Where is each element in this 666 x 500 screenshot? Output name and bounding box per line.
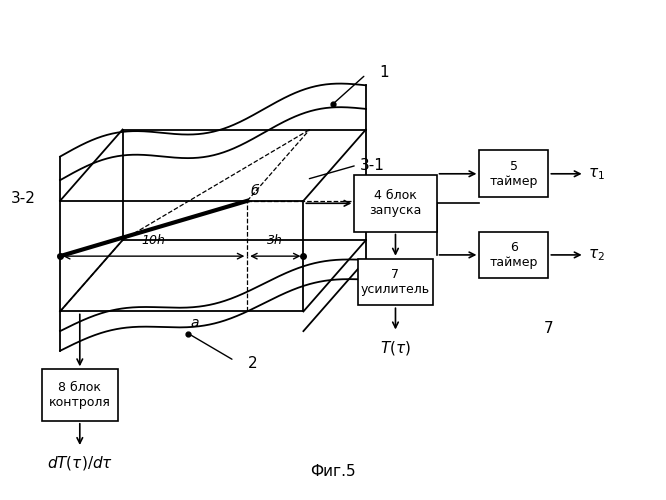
Text: 7: 7 [543, 321, 553, 336]
Text: б: б [250, 184, 259, 198]
Text: $dT(\tau)/d\tau$: $dT(\tau)/d\tau$ [47, 454, 113, 472]
Text: $\tau_2$: $\tau_2$ [588, 247, 605, 263]
Text: 3-1: 3-1 [360, 158, 385, 172]
Bar [42, 369, 118, 421]
Text: 3h: 3h [267, 234, 283, 248]
Text: Фиг.5: Фиг.5 [310, 464, 356, 478]
Bar [354, 175, 437, 232]
Bar [480, 150, 548, 197]
Text: $\tau_1$: $\tau_1$ [588, 166, 605, 182]
Text: 2: 2 [248, 356, 257, 370]
Bar [480, 232, 548, 278]
Text: $T(\tau)$: $T(\tau)$ [380, 338, 411, 356]
Text: 7
усилитель: 7 усилитель [361, 268, 430, 296]
Text: 6
таймер: 6 таймер [490, 241, 538, 269]
Bar [358, 258, 434, 306]
Text: 1: 1 [379, 64, 389, 80]
Text: 8 блок
контроля: 8 блок контроля [49, 381, 111, 409]
Text: 10h: 10h [142, 234, 166, 248]
Text: 3-2: 3-2 [11, 191, 35, 206]
Text: 5
таймер: 5 таймер [490, 160, 538, 188]
Text: 4 блок
запуска: 4 блок запуска [369, 190, 422, 218]
Text: а: а [190, 316, 199, 330]
